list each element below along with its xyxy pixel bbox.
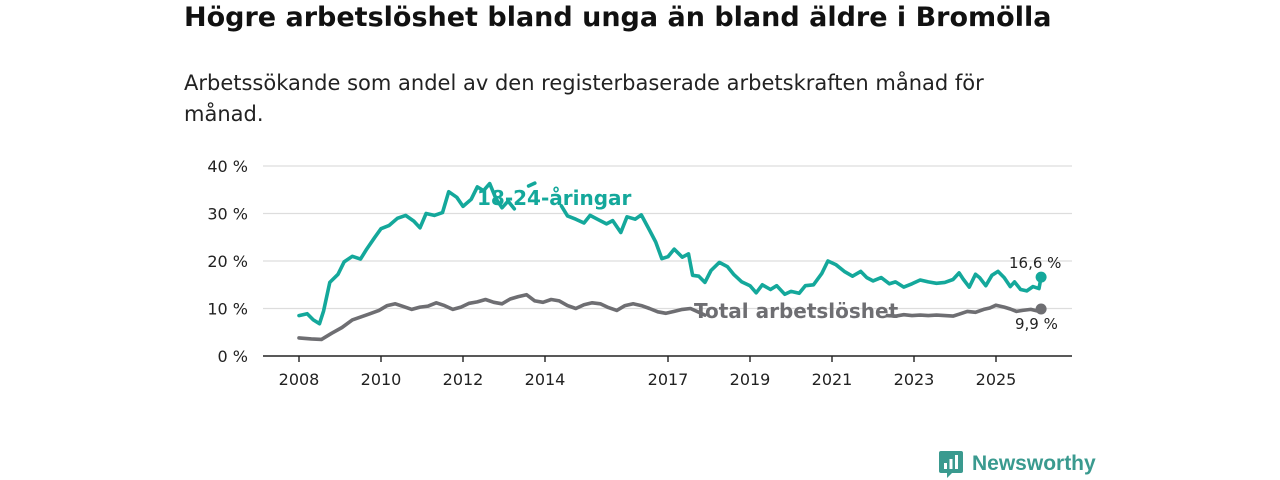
y-tick-label: 30 % <box>207 205 248 224</box>
x-tick-label: 2010 <box>361 370 402 389</box>
youth-series-line-segment <box>526 181 537 188</box>
youth-end-point <box>1035 271 1047 283</box>
total-series-line-segment <box>297 292 707 342</box>
brand: Newsworthy <box>938 448 1096 480</box>
x-tick-label: 2023 <box>894 370 935 389</box>
chart-subtitle: Arbetssökande som andel av den registerb… <box>184 71 984 126</box>
youth-series-line-segment <box>297 181 517 326</box>
y-tick-label: 40 % <box>207 157 248 176</box>
axes: 0 % 10 % 20 % 30 % 40 % 2008 2010 2012 2014 2017 2… <box>207 157 1072 389</box>
series-label-total: Total arbetslöshet <box>694 299 899 323</box>
x-tick-label: 2019 <box>730 370 771 389</box>
end-value-label-total: 9,9 % <box>1015 315 1058 333</box>
x-tick-label: 2021 <box>812 370 853 389</box>
y-tick-label: 20 % <box>207 252 248 271</box>
series-labels: 18-24-åringar Total arbetslöshet 16,6 % … <box>477 186 1061 333</box>
x-tick-label: 2012 <box>443 370 484 389</box>
chart-title: Högre arbetslöshet bland unga än bland ä… <box>184 2 1052 33</box>
x-tick-label: 2017 <box>648 370 689 389</box>
series-label-youth: 18-24-åringar <box>477 186 632 210</box>
y-tick-label: 0 % <box>218 347 248 366</box>
x-tick-label: 2014 <box>525 370 566 389</box>
total-end-point <box>1035 303 1047 315</box>
line-chart: 18-24-åringar Total arbetslöshet 16,6 % … <box>207 157 1072 389</box>
brand-name: Newsworthy <box>972 452 1096 475</box>
x-tick-label: 2025 <box>976 370 1017 389</box>
newsworthy-logo-icon <box>939 451 963 478</box>
y-tick-label: 10 % <box>207 300 248 319</box>
total-series-line-segment <box>885 303 1043 318</box>
end-value-label-youth: 16,6 % <box>1009 254 1061 272</box>
x-tick-label: 2008 <box>279 370 320 389</box>
grid-lines <box>263 165 1072 310</box>
series-lines <box>297 181 1047 342</box>
youth-series-line-segment <box>559 204 1043 297</box>
